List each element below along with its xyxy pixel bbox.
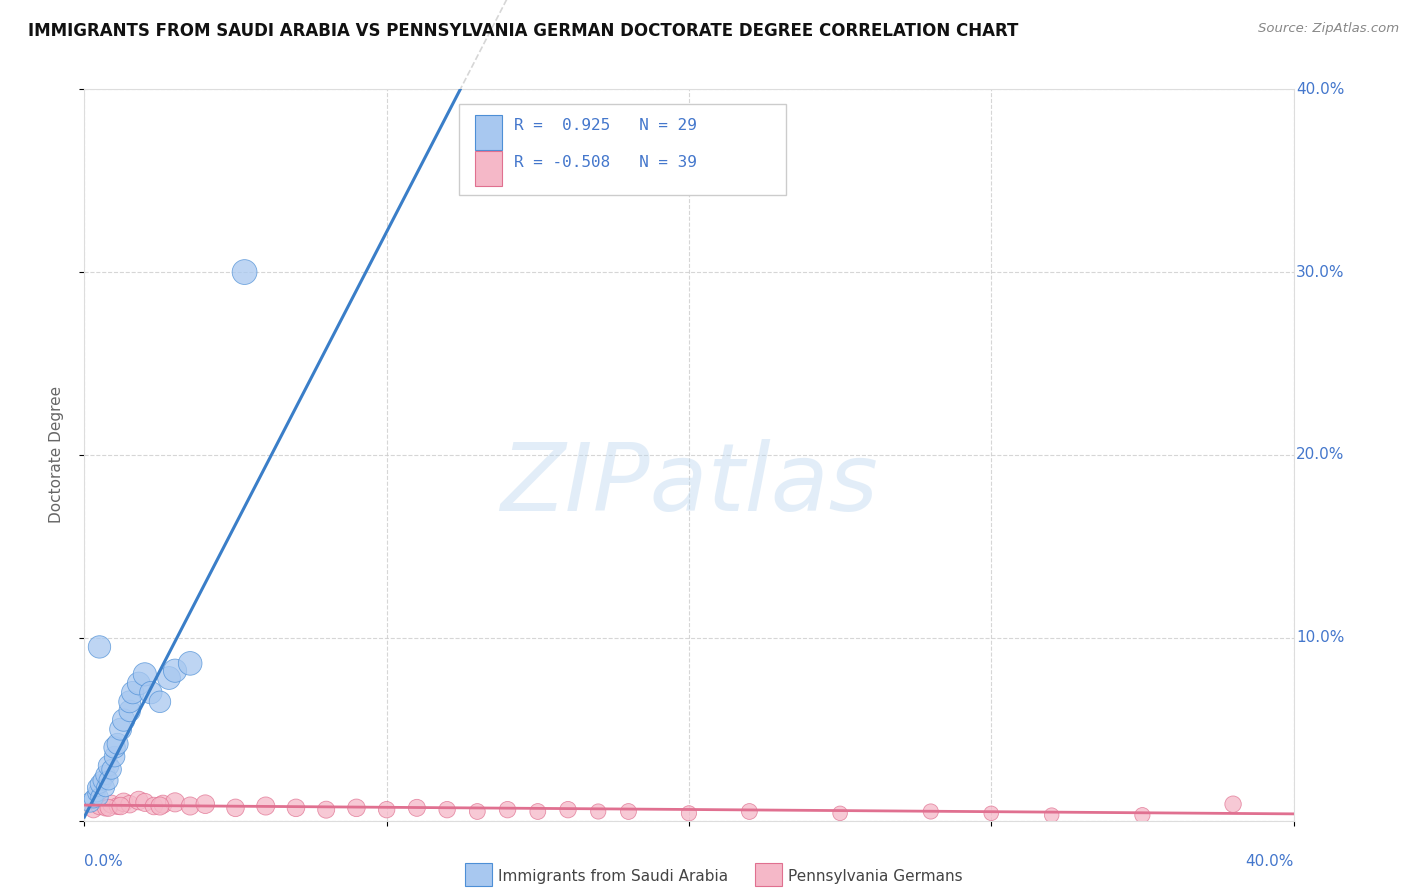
Point <box>617 805 640 819</box>
Point <box>118 797 141 812</box>
Point <box>142 799 165 814</box>
Point <box>97 758 120 772</box>
Point <box>118 695 141 709</box>
Point <box>107 799 129 814</box>
Bar <box>475 152 502 186</box>
Point <box>678 806 700 821</box>
Point <box>526 805 548 819</box>
Point <box>128 676 150 690</box>
Point <box>128 793 150 807</box>
Point <box>496 803 519 817</box>
Point <box>738 805 761 819</box>
Point <box>467 805 489 819</box>
Point <box>112 713 135 727</box>
Bar <box>465 863 492 887</box>
Point <box>254 799 277 814</box>
Point <box>346 801 368 815</box>
Point <box>1040 808 1063 822</box>
Point <box>134 667 156 681</box>
Text: 40.0%: 40.0% <box>1296 82 1344 96</box>
Point <box>152 797 174 812</box>
Point <box>315 803 337 817</box>
Point <box>118 704 141 718</box>
Point <box>82 803 104 817</box>
Point <box>233 265 256 279</box>
Point <box>110 799 132 814</box>
Point <box>104 740 127 755</box>
Point <box>94 768 117 782</box>
Point <box>830 806 852 821</box>
Bar <box>475 115 502 150</box>
Text: 20.0%: 20.0% <box>1296 448 1344 462</box>
Point <box>89 777 111 791</box>
Text: 10.0%: 10.0% <box>1296 631 1344 645</box>
Point <box>94 801 117 815</box>
Point <box>163 796 186 810</box>
Text: 30.0%: 30.0% <box>1296 265 1344 279</box>
Point <box>163 664 186 678</box>
Point <box>1130 808 1153 822</box>
Text: 0.0%: 0.0% <box>84 854 124 869</box>
Point <box>86 780 108 795</box>
Point <box>97 773 120 788</box>
Text: 40.0%: 40.0% <box>1246 854 1294 869</box>
Point <box>284 801 308 815</box>
Point <box>557 803 579 817</box>
Point <box>79 796 101 810</box>
Point <box>91 773 114 788</box>
Point <box>121 685 143 699</box>
Point <box>112 796 135 810</box>
Point <box>89 799 111 814</box>
Point <box>194 797 217 812</box>
Text: Source: ZipAtlas.com: Source: ZipAtlas.com <box>1258 22 1399 36</box>
Point <box>920 805 942 819</box>
Text: R = -0.508   N = 39: R = -0.508 N = 39 <box>513 155 696 170</box>
Point <box>97 801 120 815</box>
Point <box>134 796 156 810</box>
FancyBboxPatch shape <box>460 103 786 195</box>
Point <box>406 801 429 815</box>
Point <box>588 805 610 819</box>
Text: ZIPatlas: ZIPatlas <box>501 439 877 530</box>
Point <box>100 763 122 777</box>
Point <box>225 801 247 815</box>
Point <box>149 695 172 709</box>
Text: Pennsylvania Germans: Pennsylvania Germans <box>789 870 963 885</box>
Point <box>94 780 117 795</box>
Point <box>1222 797 1244 812</box>
Point <box>375 803 398 817</box>
Point <box>179 657 201 671</box>
Point <box>100 797 122 812</box>
Text: IMMIGRANTS FROM SAUDI ARABIA VS PENNSYLVANIA GERMAN DOCTORATE DEGREE CORRELATION: IMMIGRANTS FROM SAUDI ARABIA VS PENNSYLV… <box>28 22 1018 40</box>
Text: R =  0.925   N = 29: R = 0.925 N = 29 <box>513 119 696 134</box>
Point <box>157 671 180 685</box>
Bar <box>755 863 782 887</box>
Point <box>110 723 132 737</box>
Point <box>149 799 172 814</box>
Point <box>436 803 458 817</box>
Point <box>179 799 201 814</box>
Point <box>82 791 104 805</box>
Y-axis label: Doctorate Degree: Doctorate Degree <box>49 386 63 524</box>
Point <box>89 789 111 804</box>
Point <box>104 749 127 764</box>
Point <box>107 737 129 751</box>
Point <box>86 786 108 800</box>
Point <box>139 685 162 699</box>
Point <box>980 806 1002 821</box>
Point <box>89 640 111 654</box>
Text: Immigrants from Saudi Arabia: Immigrants from Saudi Arabia <box>498 870 728 885</box>
